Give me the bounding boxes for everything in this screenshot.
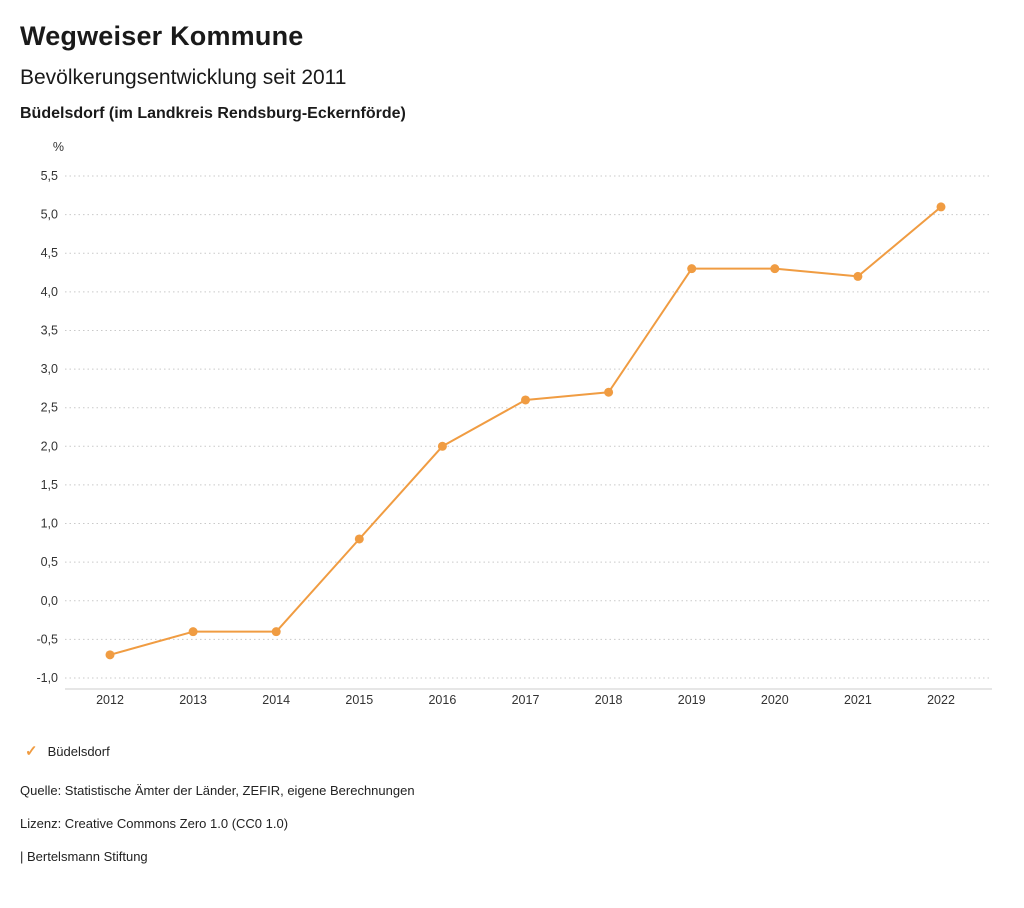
x-tick-label: 2016 [428,693,456,707]
y-tick-label: 3,5 [41,323,58,337]
data-point[interactable] [437,441,447,451]
series-line [109,205,942,656]
data-point[interactable] [105,650,115,660]
brand-title: Wegweiser Kommune [20,21,304,51]
check-icon: ✓ [25,742,38,760]
y-tick-label: 0,0 [41,594,58,608]
chart-footer: Quelle: Statistische Ämter der Länder, Z… [20,783,1024,864]
attribution-text: | Bertelsmann Stiftung [20,848,148,864]
y-tick-label: 4,5 [41,246,58,260]
y-tick-label: -1,0 [36,671,58,685]
chart-title: Bevölkerungsentwicklung seit 2011 [20,66,347,90]
chart-canvas: % 5,5 5,0 4,5 4,0 3,5 3,0 2,5 2,0 1,5 1,0 0,5 0,0 -0,… [36,140,992,707]
data-point[interactable] [188,626,198,636]
data-point[interactable] [354,534,364,544]
y-tick-label: 4,0 [41,285,58,299]
y-tick-label: 3,0 [41,362,58,376]
legend: ✓ Büdelsdorf [25,744,1024,759]
source-text: Quelle: Statistische Ämter der Länder, Z… [20,782,415,798]
x-tick-label: 2018 [595,693,623,707]
y-tick-label: -0,5 [36,632,58,646]
population-line-chart: % 5,5 5,0 4,5 4,0 3,5 3,0 2,5 2,0 1,5 1,0 0,5 0,0 -0,… [0,131,1024,726]
legend-item-label: Büdelsdorf [47,743,110,759]
y-tick-label: 2,5 [41,400,58,414]
x-tick-label: 2017 [512,693,540,707]
chart-subtitle: Büdelsdorf (im Landkreis Rendsburg-Ecker… [20,104,406,122]
data-point[interactable] [936,202,946,212]
x-tick-label: 2012 [96,693,124,707]
y-tick-label: 2,0 [41,439,58,453]
data-point[interactable] [853,271,863,281]
x-tick-label: 2020 [761,693,789,707]
data-point[interactable] [521,395,530,405]
x-tick-label: 2013 [179,693,207,707]
legend-item-buedelsdorf[interactable]: ✓ Büdelsdorf [25,744,110,759]
y-tick-label: 5,5 [41,169,58,183]
license-text: Lizenz: Creative Commons Zero 1.0 (CC0 1… [20,815,289,831]
x-tick-label: 2019 [678,693,706,707]
y-tick-label: 1,0 [41,516,58,530]
y-axis-unit-label: % [53,140,64,154]
y-tick-label: 0,5 [41,555,58,569]
data-point[interactable] [770,263,780,273]
x-tick-label: 2021 [844,693,872,707]
x-tick-label: 2015 [345,693,373,707]
data-point[interactable] [271,626,281,636]
x-tick-label: 2014 [262,693,290,707]
wegweiser-kommune-page: Wegweiser Kommune Bevölkerungsentwicklun… [0,20,1024,908]
y-tick-label: 5,0 [41,207,58,221]
y-tick-label: 1,5 [41,478,58,492]
data-point[interactable] [687,263,697,273]
chart-header: Wegweiser Kommune Bevölkerungsentwicklun… [0,20,1024,123]
data-point[interactable] [604,387,614,397]
x-tick-label: 2022 [927,693,955,707]
